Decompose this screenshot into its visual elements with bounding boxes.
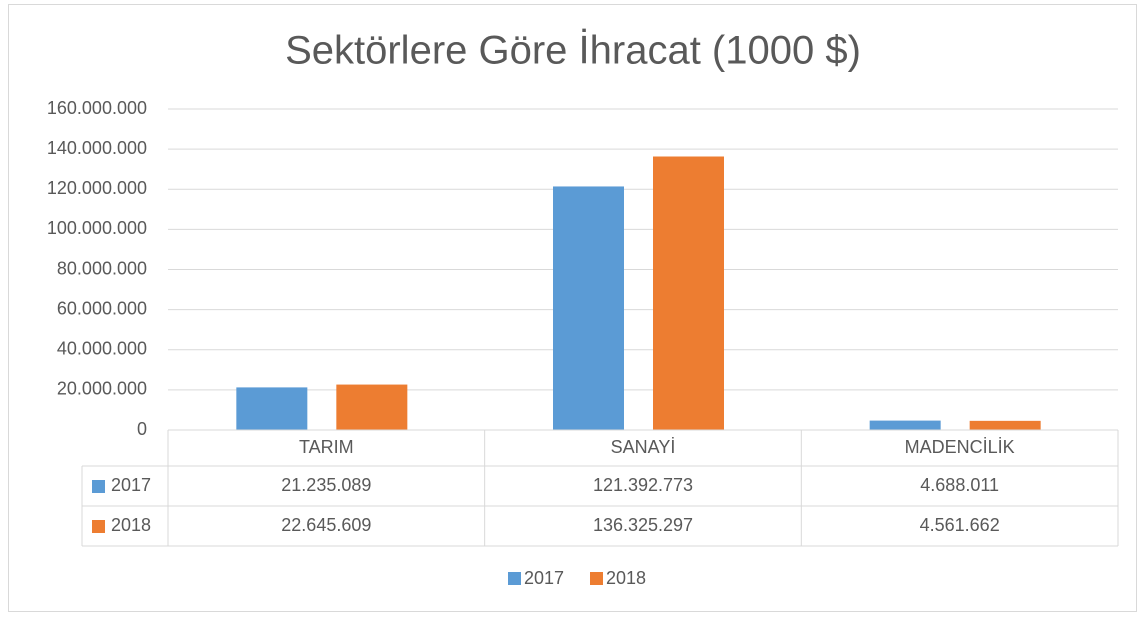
- y-tick-label: 20.000.000: [57, 379, 147, 399]
- bar: [553, 186, 624, 430]
- table-series-name: 2018: [111, 515, 151, 535]
- legend-key: [508, 572, 521, 585]
- table-value: 136.325.297: [593, 515, 693, 535]
- y-tick-label: 120.000.000: [47, 178, 147, 198]
- bar: [653, 156, 724, 430]
- table-value: 4.561.662: [920, 515, 1000, 535]
- legend-label: 2018: [606, 568, 646, 588]
- x-tick-label: SANAYİ: [611, 437, 676, 457]
- table-legend-key: [92, 520, 105, 533]
- table-value: 22.645.609: [281, 515, 371, 535]
- table-legend-key: [92, 480, 105, 493]
- y-tick-label: 60.000.000: [57, 298, 147, 318]
- table-series-name: 2017: [111, 475, 151, 495]
- bar: [969, 420, 1041, 430]
- x-tick-label: MADENCİLİK: [905, 437, 1015, 457]
- y-tick-label: 160.000.000: [47, 98, 147, 118]
- x-tick-label: TARIM: [299, 437, 354, 457]
- y-tick-label: 100.000.000: [47, 218, 147, 238]
- table-value: 4.688.011: [920, 475, 999, 495]
- bar: [336, 384, 408, 430]
- bar: [236, 387, 308, 430]
- y-tick-label: 80.000.000: [57, 258, 147, 278]
- table-value: 21.235.089: [281, 475, 371, 495]
- bar: [869, 420, 941, 430]
- chart-title: Sektörlere Göre İhracat (1000 $): [285, 28, 861, 73]
- table-value: 121.392.773: [593, 475, 693, 495]
- legend-label: 2017: [524, 568, 564, 588]
- y-tick-label: 40.000.000: [57, 339, 147, 359]
- y-tick-label: 140.000.000: [47, 138, 147, 158]
- legend-key: [590, 572, 603, 585]
- y-tick-label: 0: [137, 419, 147, 439]
